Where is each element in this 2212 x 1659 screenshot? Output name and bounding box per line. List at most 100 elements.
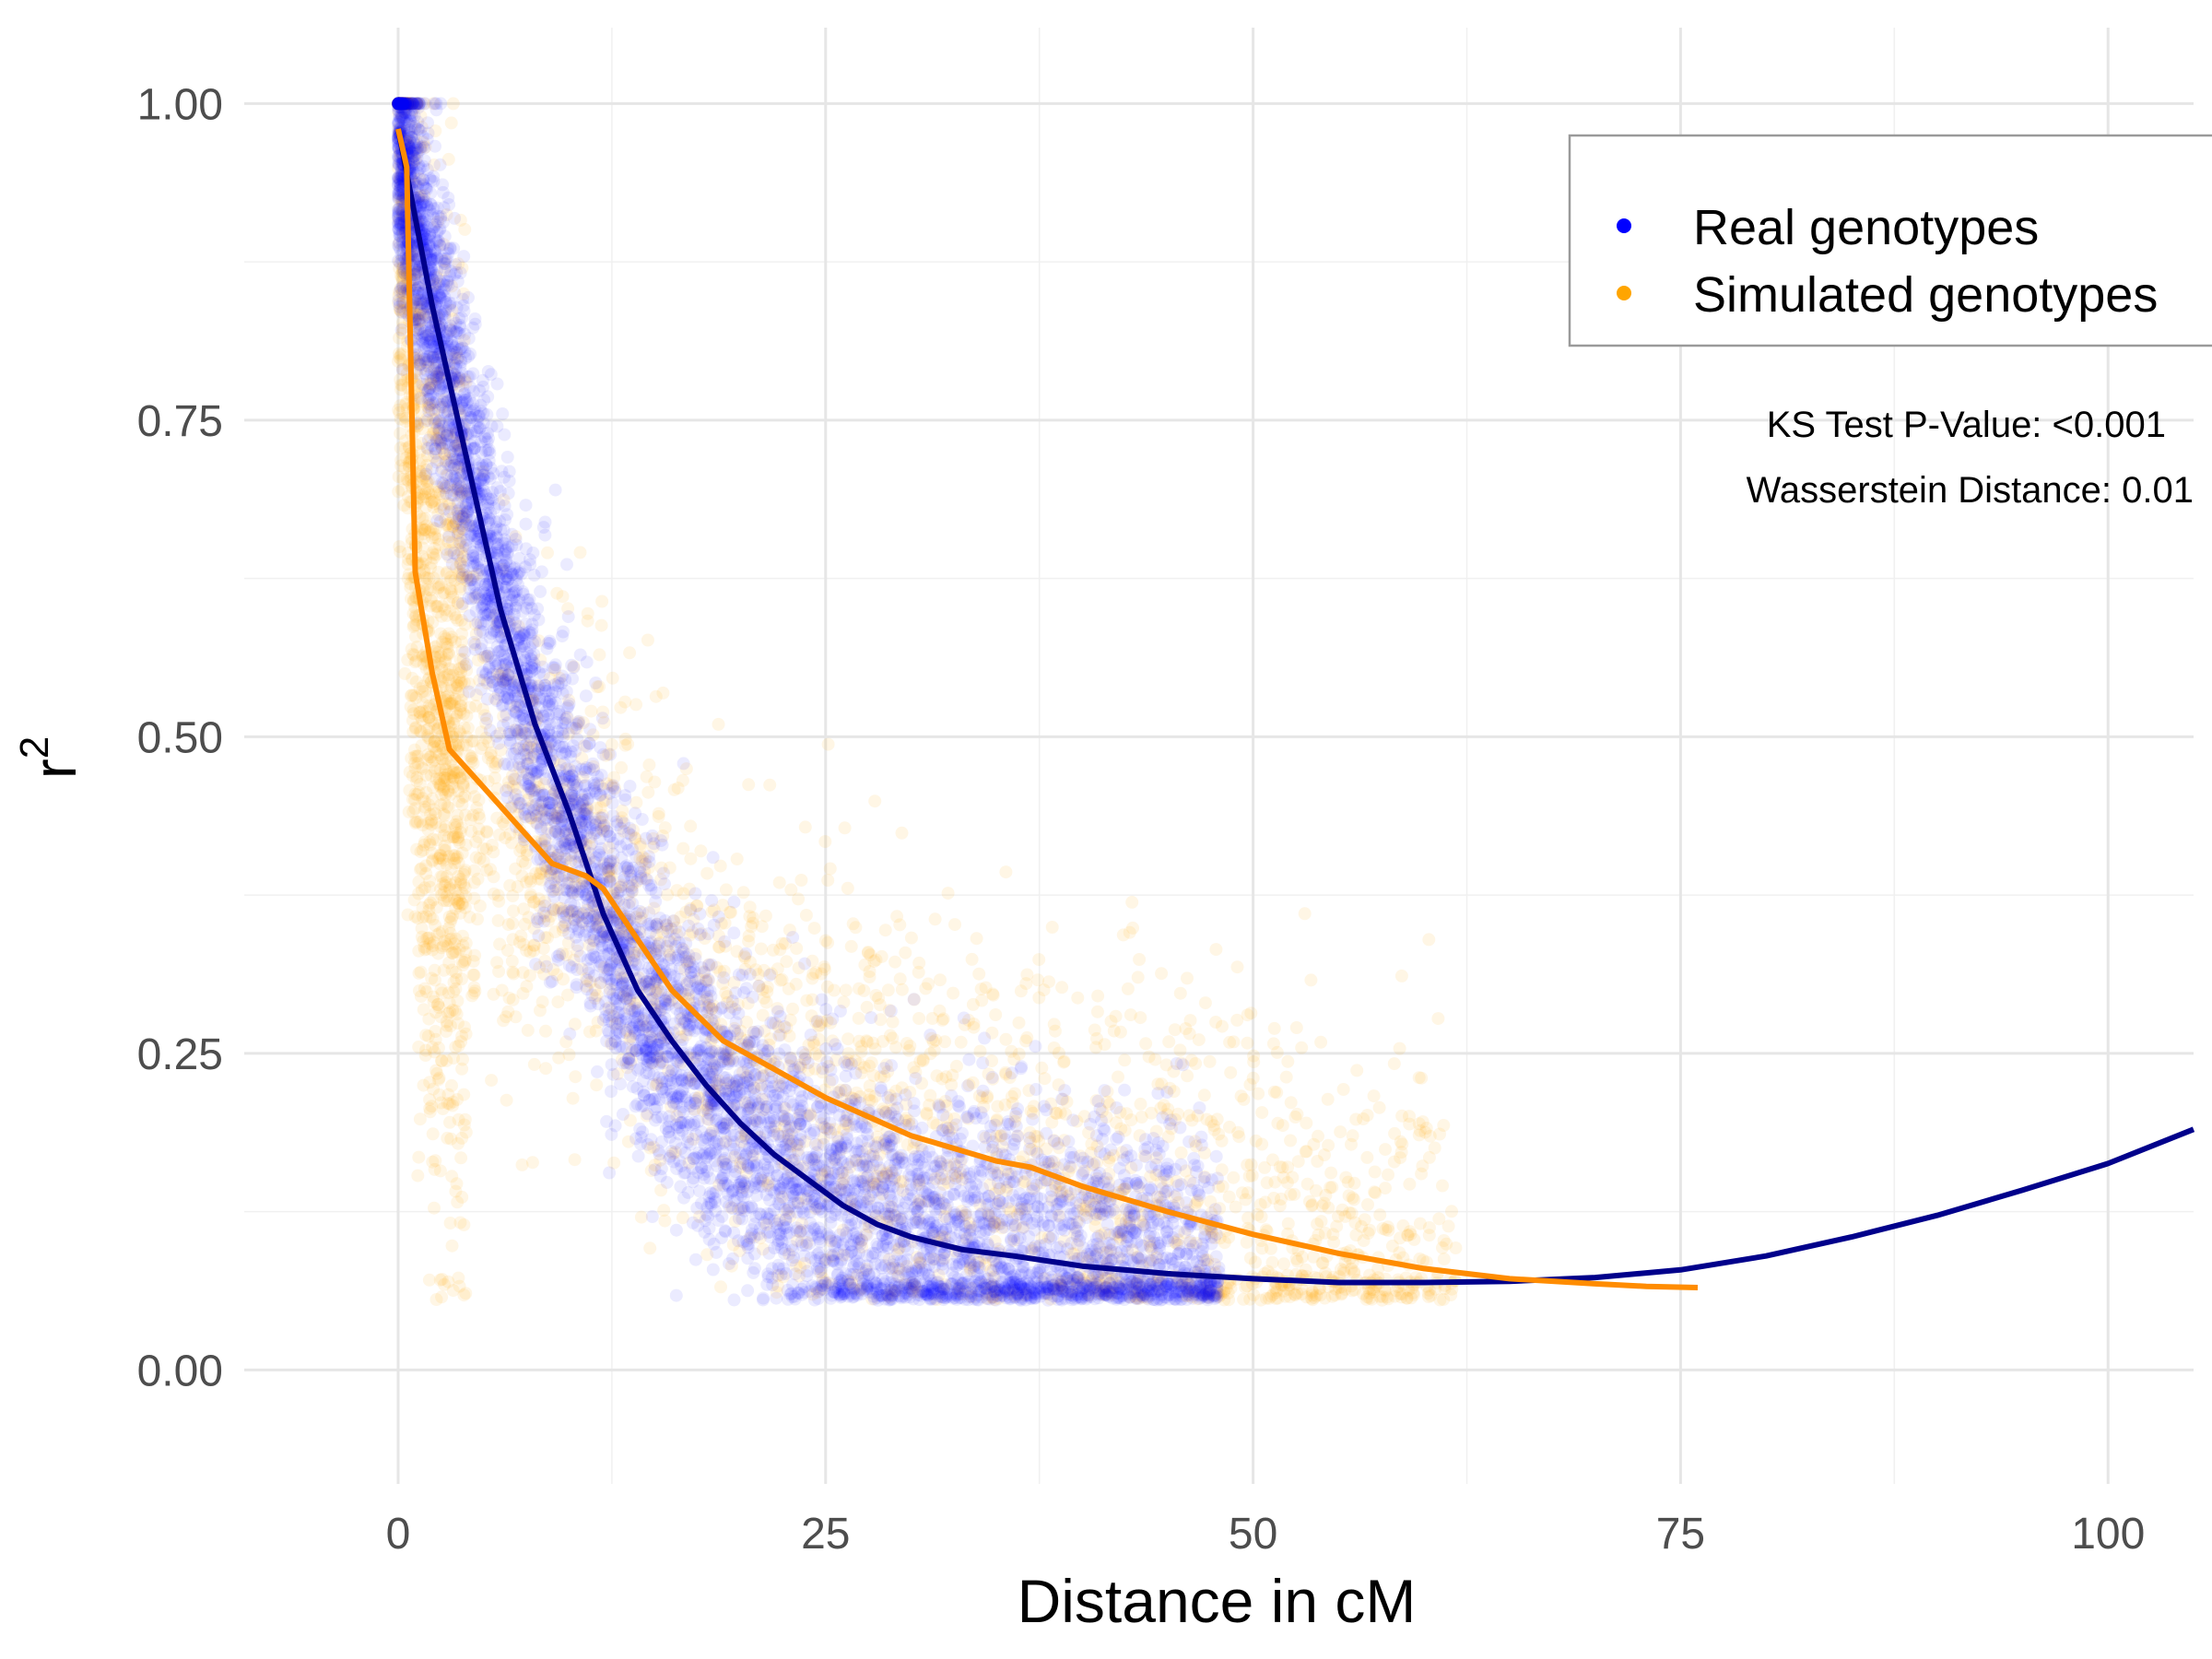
simulated-genotype-point: [1310, 1288, 1324, 1302]
simulated-genotype-point: [1423, 1129, 1437, 1143]
simulated-genotype-point: [628, 997, 641, 1011]
simulated-genotype-point: [791, 1234, 805, 1248]
simulated-genotype-point: [422, 328, 436, 342]
simulated-genotype-point: [1388, 1126, 1402, 1140]
simulated-genotype-point: [1321, 1092, 1335, 1106]
simulated-genotype-point: [1421, 1287, 1435, 1300]
simulated-genotype-point: [1381, 1220, 1394, 1234]
simulated-genotype-point: [1170, 1174, 1183, 1188]
simulated-genotype-point: [880, 1288, 894, 1302]
simulated-genotype-point: [527, 895, 541, 909]
simulated-genotype-point: [760, 981, 774, 994]
simulated-genotype-point: [490, 956, 504, 970]
simulated-genotype-point: [432, 776, 446, 790]
simulated-genotype-point: [1079, 1276, 1093, 1289]
simulated-genotype-point: [927, 1043, 941, 1057]
simulated-genotype-point: [422, 1273, 436, 1287]
real-genotype-point: [1026, 1112, 1040, 1126]
simulated-genotype-point: [1322, 1138, 1335, 1152]
simulated-genotype-point: [1349, 1229, 1363, 1241]
simulated-genotype-point: [1224, 1065, 1238, 1079]
simulated-genotype-point: [537, 967, 551, 981]
simulated-genotype-point: [730, 853, 744, 865]
simulated-genotype-point: [800, 994, 814, 1007]
simulated-genotype-point: [1077, 1208, 1090, 1222]
simulated-genotype-point: [1415, 1167, 1429, 1181]
simulated-genotype-point: [1289, 1021, 1303, 1034]
simulated-genotype-point: [421, 400, 435, 414]
simulated-genotype-point: [1396, 1218, 1410, 1232]
simulated-genotype-point: [1341, 1175, 1355, 1189]
simulated-genotype-point: [1312, 1282, 1326, 1296]
simulated-genotype-point: [506, 993, 520, 1006]
simulated-genotype-point: [948, 918, 961, 932]
simulated-genotype-point: [1404, 1228, 1418, 1241]
simulated-genotype-point: [846, 917, 860, 931]
simulated-genotype-point: [429, 124, 442, 137]
simulated-genotype-point: [999, 865, 1013, 879]
simulated-genotype-point: [1358, 1213, 1371, 1227]
simulated-genotype-point: [786, 1002, 799, 1016]
simulated-genotype-point: [440, 889, 453, 903]
simulated-genotype-point: [1240, 1235, 1253, 1249]
simulated-genotype-point: [1227, 1171, 1241, 1184]
real-genotype-point: [529, 958, 543, 971]
simulated-genotype-point: [413, 682, 427, 696]
simulated-genotype-point: [426, 781, 440, 794]
simulated-genotype-point: [1203, 1284, 1216, 1298]
simulated-genotype-point: [1052, 1208, 1065, 1222]
simulated-genotype-point: [705, 1065, 719, 1079]
simulated-genotype-point: [852, 1011, 865, 1025]
simulated-genotype-point: [642, 974, 656, 988]
simulated-genotype-point: [763, 778, 777, 792]
real-genotype-point: [616, 1108, 629, 1121]
simulated-genotype-point: [407, 130, 421, 144]
simulated-genotype-point: [466, 808, 480, 822]
simulated-genotype-point: [658, 821, 672, 835]
simulated-genotype-point: [459, 1125, 473, 1139]
simulated-genotype-point: [456, 1053, 469, 1066]
simulated-genotype-point: [1394, 1146, 1408, 1159]
simulated-genotype-point: [639, 872, 653, 886]
simulated-genotype-point: [1324, 1166, 1338, 1180]
simulated-genotype-point: [621, 1135, 635, 1148]
simulated-genotype-point: [862, 946, 875, 959]
simulated-genotype-point: [1304, 973, 1318, 987]
simulated-genotype-point: [1134, 1011, 1147, 1025]
simulated-genotype-point: [493, 937, 507, 951]
simulated-genotype-point: [796, 1159, 810, 1173]
simulated-genotype-point: [1071, 991, 1085, 1005]
simulated-genotype-point: [549, 903, 563, 917]
simulated-genotype-point: [1113, 1214, 1127, 1228]
simulated-genotype-point: [403, 97, 417, 111]
simulated-genotype-point: [438, 935, 452, 948]
simulated-genotype-point: [924, 1047, 937, 1061]
simulated-genotype-point: [523, 969, 536, 982]
simulated-genotype-point: [1299, 1145, 1312, 1159]
simulated-genotype-point: [1139, 1037, 1153, 1051]
simulated-genotype-point: [798, 1256, 812, 1270]
simulated-genotype-point: [999, 1183, 1013, 1197]
simulated-genotype-point: [853, 1057, 866, 1071]
simulated-genotype-point: [452, 523, 465, 536]
simulated-genotype-point: [423, 936, 437, 950]
simulated-genotype-point: [1290, 1254, 1304, 1268]
simulated-genotype-point: [1300, 1145, 1313, 1159]
simulated-genotype-point: [989, 1008, 1003, 1021]
simulated-genotype-point: [492, 894, 506, 908]
simulated-genotype-point: [712, 717, 725, 731]
simulated-genotype-point: [614, 700, 628, 714]
simulated-genotype-point: [1019, 977, 1033, 991]
simulated-genotype-point: [966, 997, 980, 1011]
simulated-genotype-point: [398, 461, 412, 475]
simulated-genotype-point: [395, 97, 409, 111]
simulated-genotype-point: [452, 686, 465, 700]
simulated-genotype-point: [828, 983, 841, 997]
simulated-genotype-point: [449, 821, 463, 834]
simulated-genotype-point: [1230, 960, 1244, 974]
simulated-genotype-point: [408, 817, 422, 830]
simulated-genotype-point: [656, 686, 670, 700]
simulated-genotype-point: [1227, 1035, 1241, 1049]
simulated-genotype-point: [754, 942, 768, 956]
